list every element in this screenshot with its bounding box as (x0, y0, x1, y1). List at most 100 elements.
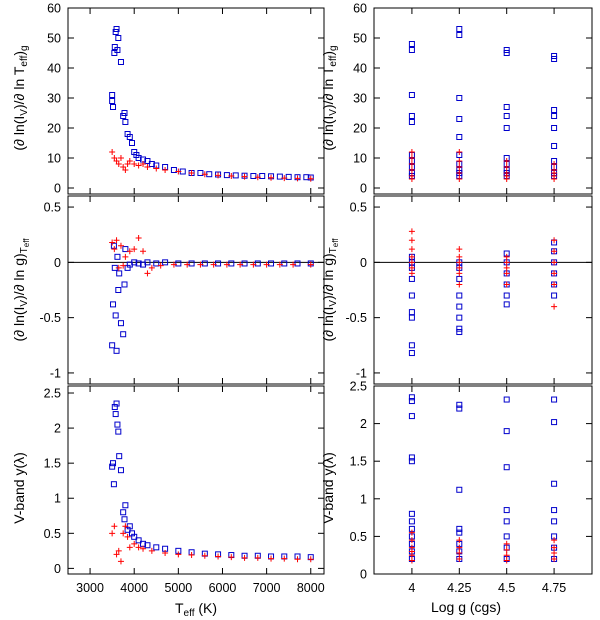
data-point (551, 248, 558, 255)
series-0 (408, 394, 558, 562)
data-point (503, 428, 510, 435)
data-point (109, 98, 116, 104)
data-point (109, 239, 116, 246)
data-point (223, 172, 230, 179)
data-point (456, 246, 463, 253)
data-point (117, 155, 124, 161)
series-0 (408, 239, 558, 357)
data-point (113, 26, 120, 32)
data-point (503, 540, 510, 547)
data-point (503, 158, 510, 164)
data-point (121, 281, 128, 288)
y-tick-label: 40 (47, 62, 61, 76)
data-point (144, 164, 151, 170)
xlabel-right: Log g (cgs) (431, 599, 501, 615)
data-point (408, 529, 415, 536)
data-point (551, 107, 558, 113)
y-tick-label: 0.5 (44, 527, 61, 541)
data-point (456, 525, 463, 532)
data-point (408, 155, 415, 161)
data-point (135, 235, 142, 242)
data-point (551, 555, 558, 562)
panel-left-top: 0 10 20 30 40 50 60 (47, 2, 325, 196)
data-point (144, 270, 151, 277)
data-point (281, 175, 288, 182)
data-point (551, 113, 558, 119)
data-point (135, 537, 142, 544)
data-point (456, 537, 463, 544)
y-tick-label: -1 (356, 366, 367, 380)
data-point (294, 260, 301, 267)
data-point (307, 556, 314, 563)
data-point (110, 460, 117, 467)
y-tick-label: 20 (353, 122, 367, 136)
data-point (117, 242, 124, 249)
data-point (551, 396, 558, 403)
plot-frame (373, 7, 593, 195)
data-point (456, 329, 463, 336)
data-point (551, 549, 558, 556)
data-point (456, 26, 463, 32)
data-point (144, 542, 151, 549)
data-point (503, 253, 510, 260)
data-point (148, 264, 155, 271)
data-point (503, 533, 510, 540)
y-tick-label: -1 (50, 366, 61, 380)
y-tick-label: 2 (54, 422, 61, 436)
data-point (113, 237, 120, 244)
data-point (551, 56, 558, 62)
data-point (122, 167, 129, 173)
panel-left-bottom: 0 0.5 1 1.5 2 2.5 3000 4000 5000 6000 7000 8000 (44, 385, 325, 595)
data-point (135, 544, 142, 551)
data-point (122, 246, 129, 253)
data-point (456, 116, 463, 122)
data-point (184, 261, 191, 268)
data-point (456, 486, 463, 493)
data-point (408, 92, 415, 98)
y-tick-label: 50 (47, 32, 61, 46)
data-point (408, 350, 415, 357)
data-point (116, 270, 123, 277)
plot-frame (67, 195, 325, 385)
data-point (131, 533, 138, 540)
data-point (131, 540, 138, 547)
data-point (503, 557, 510, 564)
data-point (503, 50, 510, 56)
data-point (109, 92, 116, 98)
data-point (503, 546, 510, 553)
data-point (503, 164, 510, 170)
data-point (503, 125, 510, 131)
data-point (285, 173, 292, 180)
y-tick-label: 30 (353, 92, 367, 106)
y-tick-label: 10 (353, 152, 367, 166)
data-point (408, 557, 415, 564)
data-point (408, 454, 415, 461)
x-tick-label: 4.5 (498, 581, 515, 595)
panel-right-middle: -1 -0.5 0 0.5 (345, 195, 593, 385)
y-tick-label: 0.5 (44, 201, 61, 215)
data-point (110, 104, 117, 110)
data-point (162, 167, 169, 173)
data-point (126, 248, 133, 255)
data-point (456, 314, 463, 321)
y-tick-label: -0.5 (345, 311, 367, 325)
data-point (109, 342, 116, 349)
data-point (551, 161, 558, 167)
data-point (408, 253, 415, 260)
data-point (456, 32, 463, 38)
plot-frame (67, 385, 325, 575)
data-point (263, 261, 270, 268)
data-point (175, 551, 182, 558)
data-point (408, 246, 415, 253)
data-point (254, 174, 261, 181)
data-point (117, 467, 124, 474)
data-point (113, 551, 120, 558)
data-point (294, 556, 301, 563)
data-point (456, 325, 463, 332)
ylabel-right-top: (∂ ln(IV)/∂ ln Teff)g (320, 45, 339, 150)
data-point (551, 259, 558, 266)
data-point (115, 287, 122, 293)
data-point (140, 545, 147, 552)
data-point (290, 261, 297, 268)
series-1 (109, 149, 314, 182)
